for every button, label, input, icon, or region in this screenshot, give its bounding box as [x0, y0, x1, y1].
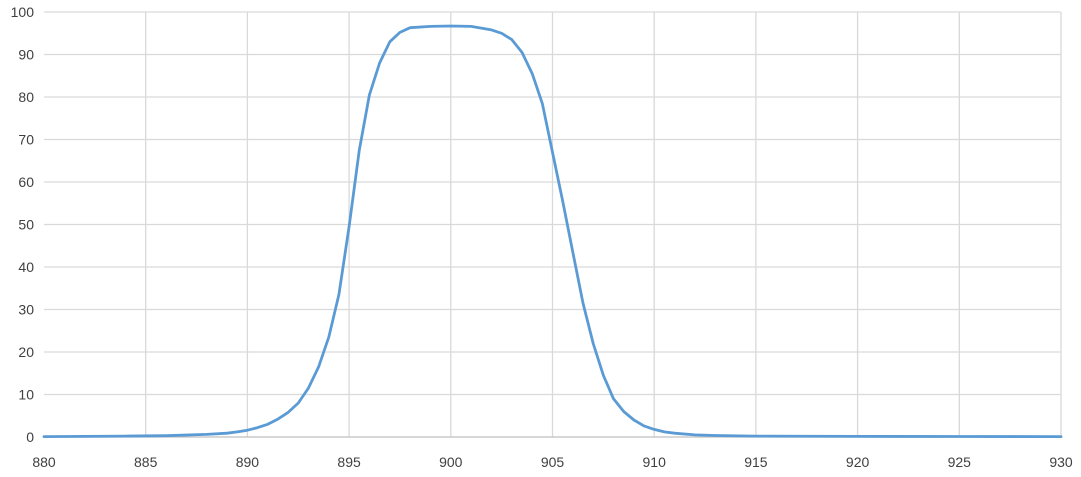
x-tick-label: 930	[1049, 454, 1073, 470]
y-tick-label: 80	[18, 89, 34, 105]
x-tick-label: 925	[948, 454, 972, 470]
y-tick-labels: 0 10 20 30 40 50 60 70 80 90 100	[11, 4, 35, 445]
y-tick-label: 90	[18, 47, 34, 63]
x-tick-label: 915	[744, 454, 768, 470]
series-line-0	[42, 24, 1063, 439]
y-tick-label: 20	[18, 344, 34, 360]
x-tick-label: 885	[134, 454, 158, 470]
x-tick-label: 905	[541, 454, 565, 470]
x-tick-label: 920	[846, 454, 870, 470]
x-tick-label: 890	[236, 454, 260, 470]
x-tick-labels: 880 885 890 895 900 905 910 915 920 925 930	[32, 454, 1073, 470]
x-tick-label: 910	[643, 454, 667, 470]
x-tick-label: 880	[32, 454, 56, 470]
y-tick-label: 70	[18, 132, 34, 148]
series-group	[42, 24, 1063, 439]
y-tick-label: 0	[26, 429, 34, 445]
y-tick-label: 100	[11, 4, 35, 20]
y-tick-label: 40	[18, 259, 34, 275]
x-tick-label: 900	[439, 454, 463, 470]
x-tick-label: 895	[337, 454, 361, 470]
y-tick-label: 60	[18, 174, 34, 190]
y-tick-label: 50	[18, 217, 34, 233]
y-tick-label: 30	[18, 302, 34, 318]
y-tick-label: 10	[18, 387, 34, 403]
